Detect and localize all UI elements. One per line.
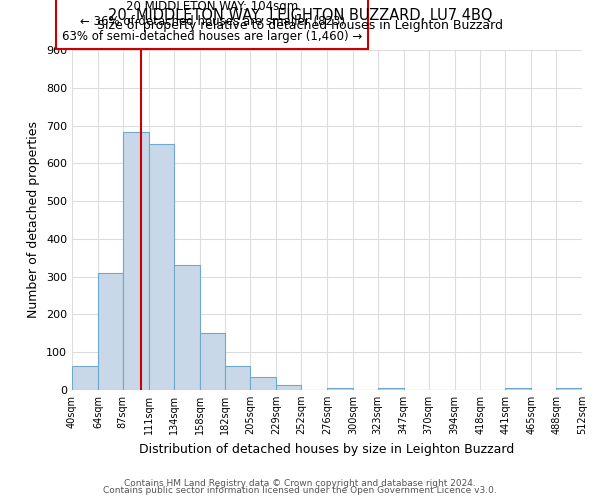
- Y-axis label: Number of detached properties: Number of detached properties: [28, 122, 40, 318]
- Text: 20 MIDDLETON WAY: 104sqm
← 36% of detached houses are smaller (823)
63% of semi-: 20 MIDDLETON WAY: 104sqm ← 36% of detach…: [62, 0, 362, 43]
- Bar: [173, 266, 199, 390]
- Text: 20, MIDDLETON WAY, LEIGHTON BUZZARD, LU7 4BQ: 20, MIDDLETON WAY, LEIGHTON BUZZARD, LU7…: [108, 8, 492, 22]
- X-axis label: Distribution of detached houses by size in Leighton Buzzard: Distribution of detached houses by size …: [139, 442, 515, 456]
- Bar: [149, 144, 173, 390]
- Bar: [226, 366, 250, 390]
- Bar: [327, 388, 353, 390]
- Bar: [556, 388, 582, 390]
- Bar: [250, 377, 276, 390]
- Bar: [378, 388, 404, 390]
- Text: Size of property relative to detached houses in Leighton Buzzard: Size of property relative to detached ho…: [97, 19, 503, 32]
- Text: Contains public sector information licensed under the Open Government Licence v3: Contains public sector information licen…: [103, 486, 497, 495]
- Bar: [199, 332, 226, 390]
- Text: Contains HM Land Registry data © Crown copyright and database right 2024.: Contains HM Land Registry data © Crown c…: [124, 478, 476, 488]
- Bar: [505, 388, 531, 390]
- Bar: [98, 272, 123, 390]
- Bar: [123, 132, 149, 390]
- Bar: [72, 366, 98, 390]
- Bar: [276, 384, 301, 390]
